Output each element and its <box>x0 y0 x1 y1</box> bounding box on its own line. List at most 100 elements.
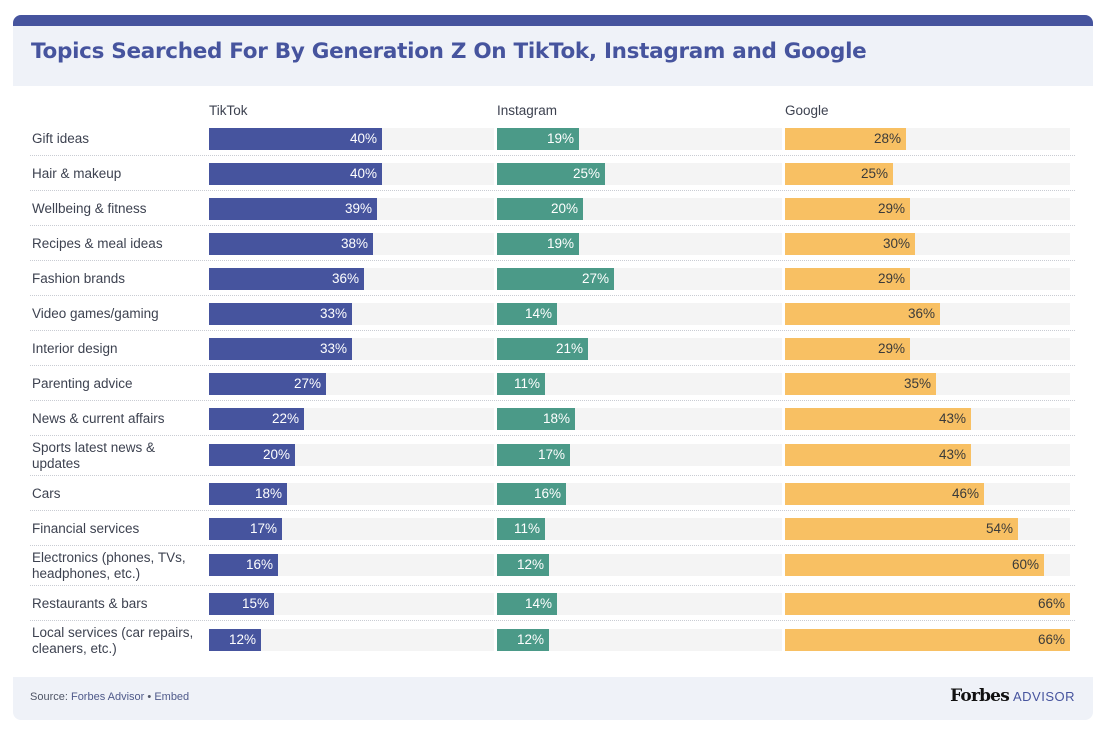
bar-track-tiktok: 39% <box>209 198 494 220</box>
bar-instagram: 11% <box>497 373 545 395</box>
bar-track-google: 43% <box>785 408 1070 430</box>
category-label: Video games/gaming <box>32 305 159 321</box>
bar-track-google: 29% <box>785 268 1070 290</box>
bar-track-tiktok: 27% <box>209 373 494 395</box>
row-divider <box>30 365 1075 366</box>
chart-footer: Source: Forbes Advisor • Embed Forbes ADV… <box>13 677 1093 720</box>
row-divider <box>30 260 1075 261</box>
bar-value-label: 27% <box>293 376 321 391</box>
category-label: Interior design <box>32 340 118 356</box>
bar-track-tiktok: 40% <box>209 128 494 150</box>
bar-google: 43% <box>785 408 971 430</box>
bar-value-label: 21% <box>555 341 583 356</box>
bar-value-label: 12% <box>516 557 544 572</box>
bar-value-label: 18% <box>542 411 570 426</box>
bar-value-label: 36% <box>331 271 359 286</box>
source-separator: • <box>144 691 155 703</box>
bar-tiktok: 33% <box>209 338 352 360</box>
bar-value-label: 22% <box>271 411 299 426</box>
bar-track-instagram: 25% <box>497 163 782 185</box>
bar-tiktok: 27% <box>209 373 326 395</box>
row-divider <box>30 330 1075 331</box>
bar-track-instagram: 19% <box>497 128 782 150</box>
bar-value-label: 27% <box>581 271 609 286</box>
bar-track-instagram: 19% <box>497 233 782 255</box>
source-link[interactable]: Forbes Advisor <box>70 691 145 703</box>
bar-track-google: 54% <box>785 518 1070 540</box>
bar-value-label: 54% <box>985 521 1013 536</box>
bar-google: 43% <box>785 444 971 466</box>
category-label: Restaurants & bars <box>32 595 148 611</box>
bar-instagram: 14% <box>497 593 557 615</box>
row-divider <box>30 295 1075 296</box>
bar-google: 29% <box>785 198 910 220</box>
bar-value-label: 25% <box>572 166 600 181</box>
bar-google: 30% <box>785 233 915 255</box>
bar-track-tiktok: 40% <box>209 163 494 185</box>
bar-tiktok: 39% <box>209 198 377 220</box>
bar-tiktok: 20% <box>209 444 295 466</box>
bar-instagram: 12% <box>497 629 549 651</box>
category-label: Cars <box>32 485 61 501</box>
bar-value-label: 14% <box>524 306 552 321</box>
bar-value-label: 38% <box>340 236 368 251</box>
bar-value-label: 20% <box>262 447 290 462</box>
bar-value-label: 12% <box>228 632 256 647</box>
bar-google: 66% <box>785 593 1070 615</box>
bar-value-label: 60% <box>1011 557 1039 572</box>
bar-value-label: 11% <box>513 521 540 536</box>
bar-value-label: 36% <box>907 306 935 321</box>
source-prefix: Source: <box>30 691 71 703</box>
bar-track-google: 28% <box>785 128 1070 150</box>
source-line: Source: Forbes Advisor • Embed <box>30 691 189 703</box>
bar-tiktok: 22% <box>209 408 304 430</box>
bar-value-label: 35% <box>903 376 931 391</box>
row-divider <box>30 225 1075 226</box>
bar-value-label: 33% <box>319 341 347 356</box>
bar-tiktok: 18% <box>209 483 287 505</box>
bar-track-instagram: 11% <box>497 373 782 395</box>
bar-google: 36% <box>785 303 940 325</box>
brand-name: Forbes <box>950 686 1010 706</box>
category-label: Recipes & meal ideas <box>32 235 163 251</box>
bar-value-label: 29% <box>877 341 905 356</box>
bar-instagram: 19% <box>497 128 579 150</box>
bar-track-google: 46% <box>785 483 1070 505</box>
bar-instagram: 20% <box>497 198 583 220</box>
row-divider <box>30 510 1075 511</box>
category-label: Gift ideas <box>32 130 90 146</box>
category-label: Local services (car repairs, cleaners, e… <box>32 625 194 656</box>
column-header-tiktok: TikTok <box>209 103 248 118</box>
bar-value-label: 43% <box>938 447 966 462</box>
bar-track-tiktok: 33% <box>209 303 494 325</box>
category-label: News & current affairs <box>32 410 165 426</box>
bar-value-label: 15% <box>241 596 269 611</box>
bar-instagram: 17% <box>497 444 570 466</box>
row-divider <box>30 545 1075 546</box>
bar-google: 35% <box>785 373 936 395</box>
bar-track-google: 36% <box>785 303 1070 325</box>
bar-value-label: 17% <box>537 447 565 462</box>
chart-header: Topics Searched For By Generation Z On T… <box>13 15 1093 86</box>
category-label: Financial services <box>32 520 140 536</box>
bar-value-label: 66% <box>1037 632 1065 647</box>
bar-value-label: 40% <box>349 131 377 146</box>
category-label: Hair & makeup <box>32 165 122 181</box>
bar-track-tiktok: 20% <box>209 444 494 466</box>
embed-link[interactable]: Embed <box>154 691 190 703</box>
bar-instagram: 21% <box>497 338 588 360</box>
bar-track-tiktok: 17% <box>209 518 494 540</box>
bar-instagram: 14% <box>497 303 557 325</box>
bar-track-google: 29% <box>785 198 1070 220</box>
category-label: Parenting advice <box>32 375 133 391</box>
column-header-google: Google <box>785 103 829 118</box>
bar-track-tiktok: 38% <box>209 233 494 255</box>
bar-instagram: 16% <box>497 483 566 505</box>
row-divider <box>30 155 1075 156</box>
bar-track-instagram: 14% <box>497 593 782 615</box>
bar-tiktok: 38% <box>209 233 373 255</box>
bar-track-google: 35% <box>785 373 1070 395</box>
header-accent-bar <box>13 15 1093 26</box>
bar-value-label: 25% <box>860 166 888 181</box>
bar-track-tiktok: 18% <box>209 483 494 505</box>
